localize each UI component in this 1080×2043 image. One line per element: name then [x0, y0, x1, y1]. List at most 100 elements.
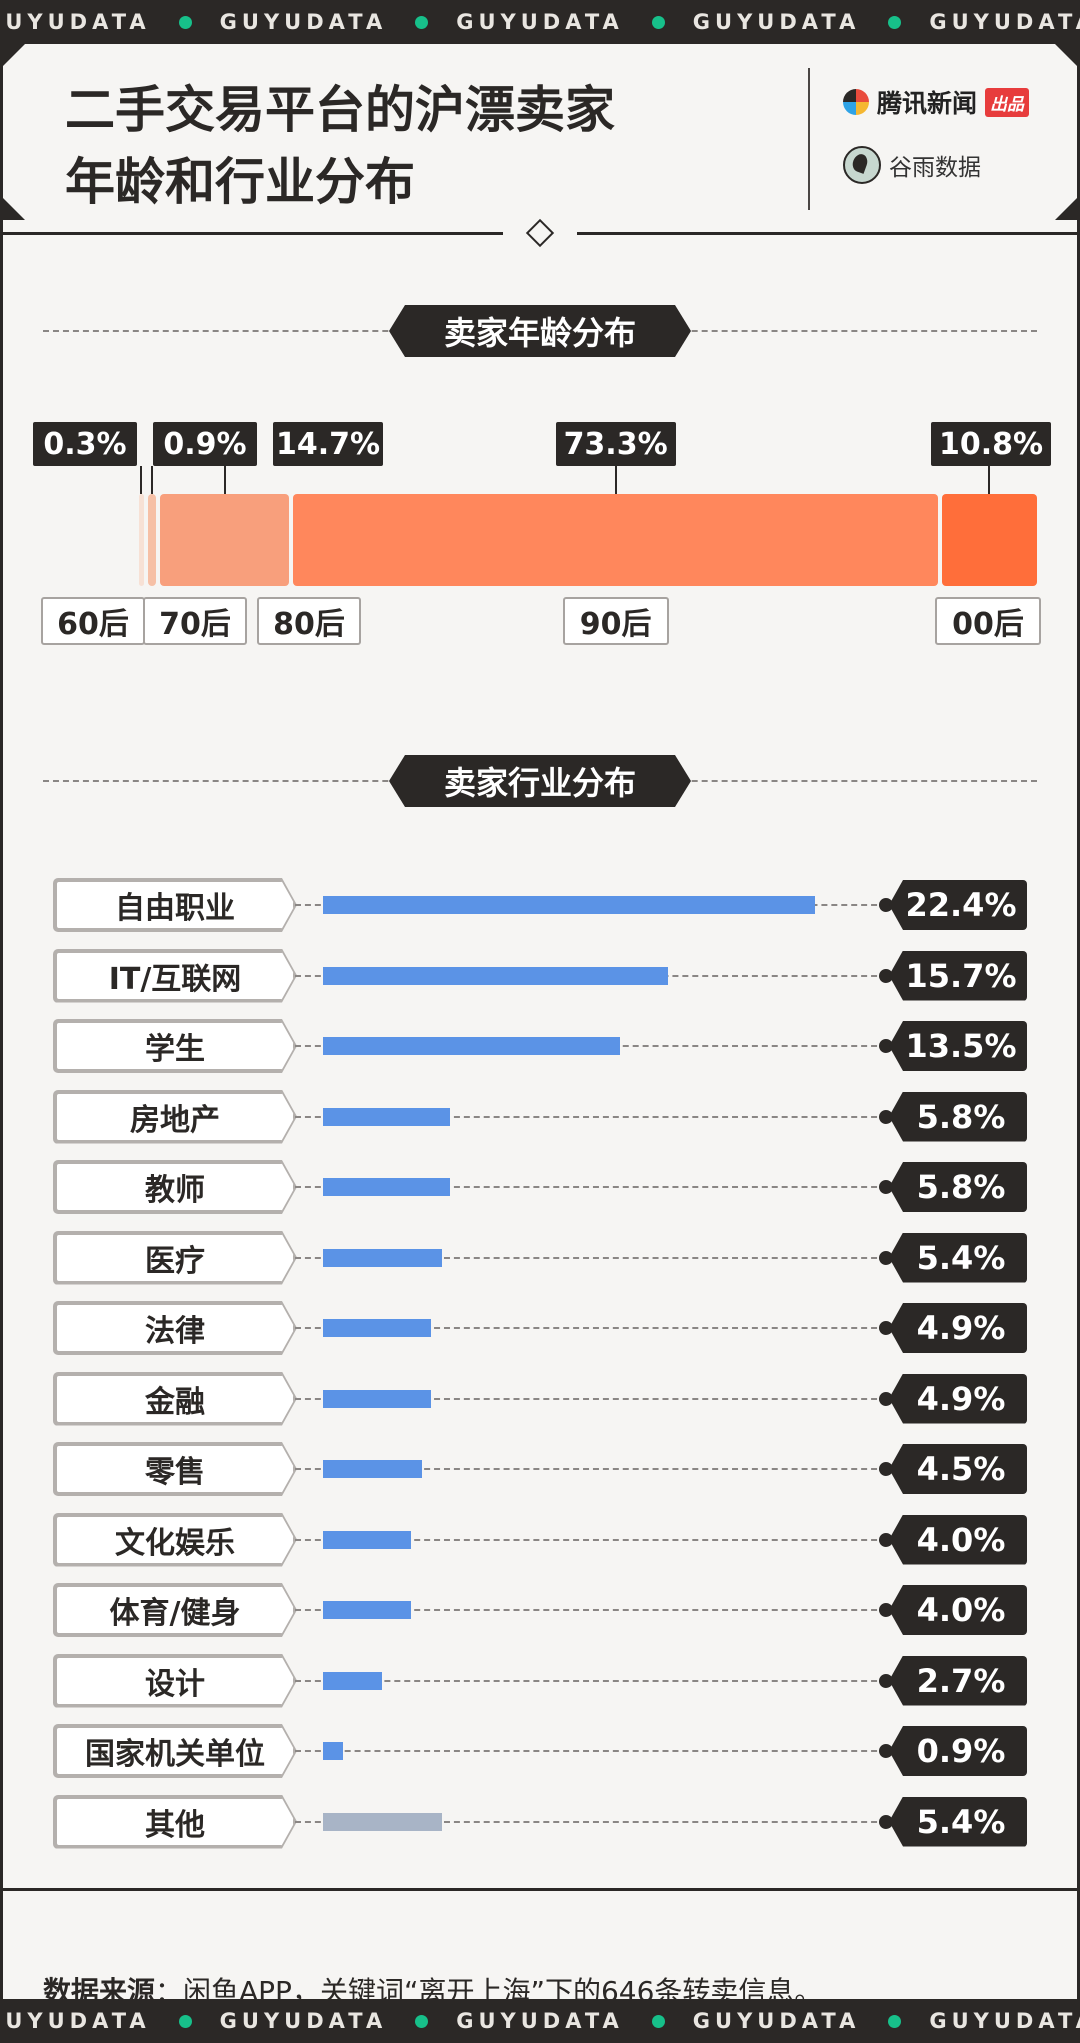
- industry-category-label: 金融: [55, 1374, 295, 1424]
- industry-category-label: 国家机关单位: [55, 1726, 295, 1776]
- guyu-data-logo: 谷雨数据: [843, 146, 981, 184]
- industry-value-label: 22.4%: [889, 880, 1027, 930]
- tencent-news-text: 腾讯新闻: [877, 89, 978, 118]
- diamond-icon: [525, 218, 555, 248]
- age-category-label: 80后: [257, 597, 361, 645]
- industry-leader-line: [295, 1468, 887, 1470]
- title-line-1: 二手交易平台的沪漂卖家: [65, 81, 615, 139]
- industry-bar: [323, 966, 668, 985]
- banner-dot-icon: [415, 15, 429, 29]
- industry-leader-line: [295, 1115, 887, 1118]
- age-label-leader: [988, 466, 991, 494]
- industry-leader-dot: [879, 1814, 893, 1829]
- industry-category-label: 医疗: [55, 1233, 295, 1283]
- title-line-2: 年龄和行业分布: [65, 153, 415, 211]
- guyu-data-text: 谷雨数据: [889, 155, 981, 181]
- industry-category-label: 学生: [55, 1021, 295, 1071]
- banner-dot-icon: [178, 15, 192, 29]
- age-category-label: 00后: [935, 597, 1041, 645]
- industry-leader-dot: [879, 1532, 893, 1547]
- industry-leader-line: [295, 1327, 887, 1329]
- banner-dot-icon: [415, 2014, 429, 2028]
- banner-word: GUYUDATA: [0, 10, 151, 34]
- page-title: 二手交易平台的沪漂卖家 年龄和行业分布: [65, 74, 785, 218]
- age-bar: [147, 494, 156, 586]
- industry-value-label: 13.5%: [889, 1021, 1027, 1071]
- industry-bar: [323, 1319, 431, 1337]
- industry-leader-line: [295, 1256, 887, 1259]
- industry-value-label: 4.0%: [889, 1514, 1027, 1565]
- infographic-card: 二手交易平台的沪漂卖家 年龄和行业分布 腾讯新闻 出品 谷雨数据 卖家年龄分布 …: [3, 44, 1077, 2008]
- industry-category-label: 法律: [55, 1303, 295, 1353]
- industry-category-label: 体育/健身: [55, 1585, 295, 1635]
- industry-bar: [323, 1389, 431, 1408]
- industry-bar: [323, 1178, 451, 1196]
- banner-dot-icon: [651, 2014, 665, 2028]
- industry-leader-dot: [879, 1321, 893, 1335]
- age-percent-label: 10.8%: [931, 422, 1051, 466]
- industry-bar: [323, 1742, 343, 1760]
- age-percent-label: 0.3%: [33, 422, 137, 466]
- industry-leader-dot: [879, 1462, 893, 1476]
- corner-decoration: [3, 198, 25, 220]
- industry-bar: [323, 1812, 442, 1831]
- industry-leader-line: [295, 1750, 887, 1752]
- industry-value-label: 2.7%: [889, 1655, 1027, 1706]
- corner-decoration: [1055, 198, 1077, 220]
- industry-leader-line: [295, 1609, 887, 1611]
- industry-bar: [323, 1601, 411, 1619]
- industry-leader-line: [295, 1397, 887, 1400]
- industry-leader-line: [295, 1186, 887, 1188]
- age-bar: [293, 494, 938, 586]
- industry-category-label: IT/互联网: [55, 951, 295, 1001]
- industry-bar: [323, 1248, 442, 1267]
- age-bar: [139, 494, 144, 586]
- industry-leader-line: [295, 1679, 887, 1682]
- industry-category-label: 设计: [55, 1656, 295, 1706]
- banner-dot-icon: [888, 15, 902, 29]
- industry-category-label: 其他: [55, 1797, 295, 1847]
- banner-word: GUYUDATA: [692, 10, 861, 34]
- industry-value-label: 4.0%: [889, 1585, 1027, 1635]
- industry-leader-line: [295, 1820, 887, 1823]
- industry-leader-dot: [879, 1109, 893, 1124]
- industry-leader-dot: [879, 968, 893, 983]
- industry-category-label: 教师: [55, 1162, 295, 1212]
- industry-leader-dot: [879, 1603, 893, 1617]
- banner-word: GUYUDATA: [0, 2009, 151, 2033]
- banner-dot-icon: [651, 15, 665, 29]
- banner-word: GUYUDATA: [456, 2009, 624, 2033]
- tencent-news-chip: 出品: [985, 87, 1030, 117]
- industry-leader-dot: [879, 1673, 893, 1688]
- guyu-bird-icon: [843, 146, 881, 184]
- industry-bar: [323, 1460, 422, 1478]
- tencent-news-icon: [843, 89, 869, 115]
- industry-value-label: 15.7%: [889, 950, 1027, 1001]
- top-banner: GUYUDATA GUYUDATA GUYUDATA GUYUDATA GUYUDATA: [0, 0, 1080, 44]
- age-percent-label: 73.3%: [555, 422, 676, 466]
- industry-leader-line: [295, 1538, 887, 1541]
- industry-bar: [323, 1037, 620, 1055]
- industry-bar: [323, 1671, 383, 1690]
- industry-leader-dot: [879, 1744, 893, 1758]
- age-category-label: 60后: [41, 597, 145, 645]
- banner-dot-icon: [178, 2014, 192, 2028]
- corner-decoration: [3, 44, 25, 66]
- industry-leader-dot: [879, 1039, 893, 1053]
- bottom-banner: GUYUDATA GUYUDATA GUYUDATA GUYUDATA GUYUDATA: [0, 1999, 1080, 2043]
- industry-value-label: 5.8%: [889, 1162, 1027, 1212]
- age-bar: [159, 494, 290, 586]
- age-percent-label: 14.7%: [273, 422, 383, 466]
- header-divider: [808, 68, 810, 210]
- banner-word: GUYUDATA: [219, 10, 388, 34]
- tencent-news-logo: 腾讯新闻 出品: [843, 84, 1030, 120]
- industry-value-label: 5.4%: [889, 1232, 1027, 1283]
- age-bar: [941, 494, 1037, 586]
- industry-leader-dot: [879, 898, 893, 912]
- banner-word: GUYUDATA: [219, 2009, 388, 2033]
- age-label-leader: [150, 466, 153, 494]
- age-category-label: 70后: [143, 597, 247, 645]
- age-label-leader: [140, 466, 143, 494]
- industry-category-label: 自由职业: [55, 880, 295, 930]
- source-rule: [3, 1888, 1077, 1891]
